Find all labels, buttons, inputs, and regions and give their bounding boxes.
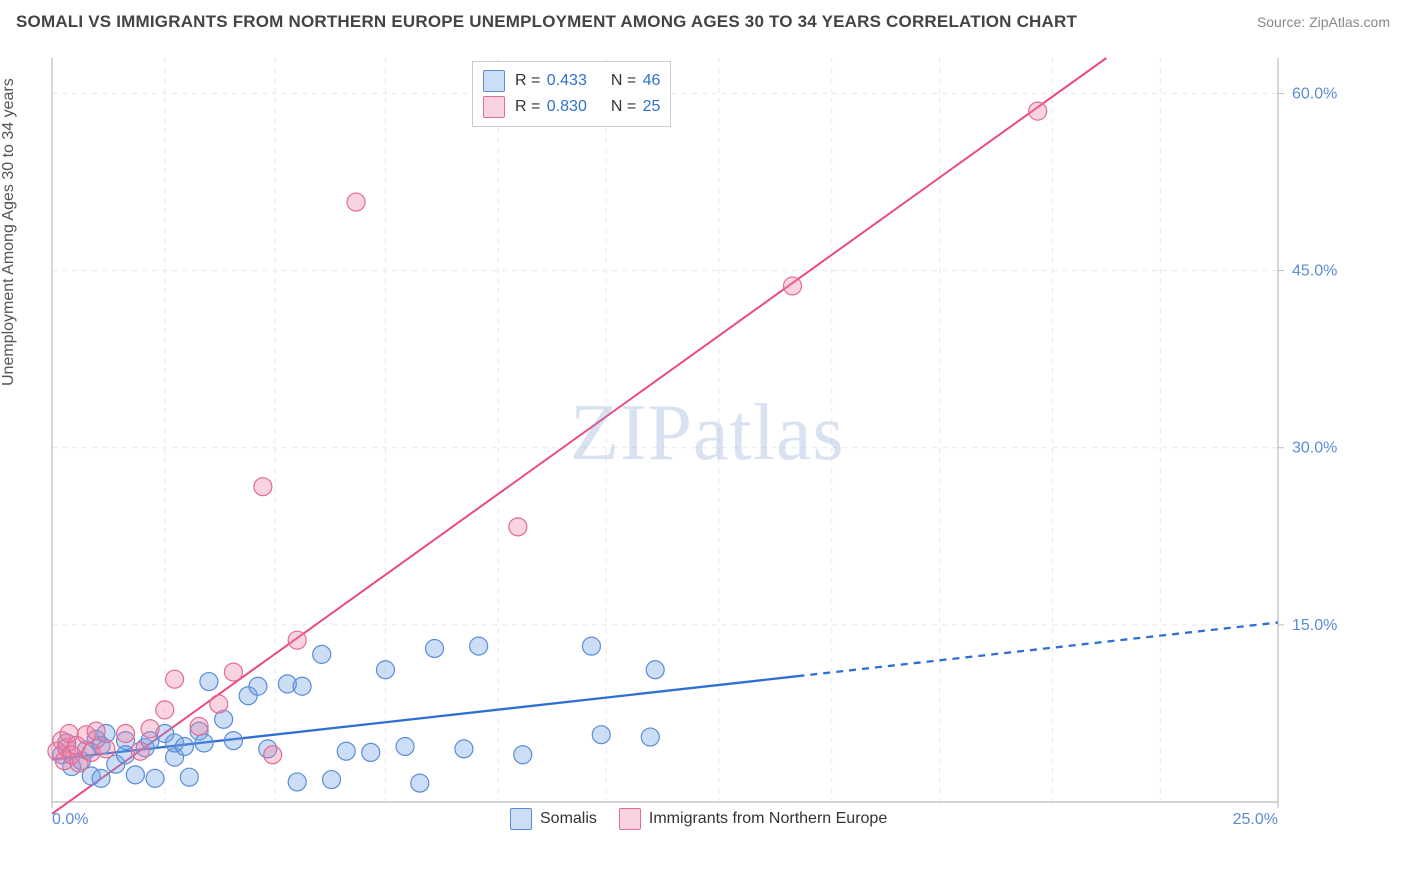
chart-title: SOMALI VS IMMIGRANTS FROM NORTHERN EUROP… xyxy=(16,12,1077,32)
svg-text:60.0%: 60.0% xyxy=(1292,85,1337,102)
source-label: Source: ZipAtlas.com xyxy=(1257,14,1390,30)
swatch-icon xyxy=(510,808,532,830)
svg-text:15.0%: 15.0% xyxy=(1292,617,1337,634)
svg-text:25.0%: 25.0% xyxy=(1233,811,1278,828)
chart-svg: 15.0% 30.0% 45.0% 60.0% 0.0% 25.0% xyxy=(50,58,1340,828)
correlation-legend: R = 0.433 N = 46 R = 0.830 N = 25 xyxy=(472,61,671,127)
legend-row-immigrants: R = 0.830 N = 25 xyxy=(483,94,660,120)
n-label: N = 46 xyxy=(611,72,661,90)
r-label: R = 0.830 xyxy=(515,98,587,116)
svg-text:30.0%: 30.0% xyxy=(1292,440,1337,457)
svg-text:45.0%: 45.0% xyxy=(1292,263,1337,280)
svg-text:0.0%: 0.0% xyxy=(52,811,88,828)
y-axis-label: Unemployment Among Ages 30 to 34 years xyxy=(0,78,18,386)
swatch-icon xyxy=(483,70,505,92)
series-label: Immigrants from Northern Europe xyxy=(649,810,887,828)
header: SOMALI VS IMMIGRANTS FROM NORTHERN EUROP… xyxy=(16,12,1390,32)
chart-plot-area: 15.0%30.0%45.0%60.0%0.0%25.0% ZIPatlas R… xyxy=(50,58,1340,828)
series-label: Somalis xyxy=(540,810,597,828)
r-label: R = 0.433 xyxy=(515,72,587,90)
series-legend-immigrants: Immigrants from Northern Europe xyxy=(619,808,887,830)
swatch-icon xyxy=(619,808,641,830)
series-legend: Somalis Immigrants from Northern Europe xyxy=(510,808,887,830)
swatch-icon xyxy=(483,96,505,118)
legend-row-somalis: R = 0.433 N = 46 xyxy=(483,68,660,94)
n-label: N = 25 xyxy=(611,98,661,116)
series-legend-somalis: Somalis xyxy=(510,808,597,830)
